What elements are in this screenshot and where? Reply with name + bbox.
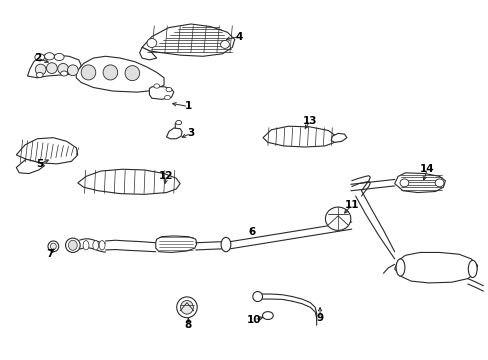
Circle shape (36, 72, 43, 77)
Polygon shape (149, 87, 173, 99)
Ellipse shape (46, 63, 57, 73)
Polygon shape (394, 173, 445, 193)
Ellipse shape (325, 207, 350, 230)
Text: 13: 13 (303, 116, 317, 126)
Ellipse shape (103, 65, 118, 80)
Polygon shape (27, 54, 81, 78)
Text: 2: 2 (34, 53, 41, 63)
Ellipse shape (399, 179, 408, 187)
Polygon shape (330, 134, 346, 142)
Circle shape (154, 84, 159, 88)
Text: 3: 3 (187, 129, 194, 138)
Polygon shape (394, 252, 477, 283)
Text: 11: 11 (344, 200, 358, 210)
Ellipse shape (99, 240, 105, 250)
Circle shape (165, 87, 171, 92)
Ellipse shape (434, 179, 443, 187)
Ellipse shape (221, 237, 230, 252)
Circle shape (54, 53, 64, 60)
Ellipse shape (220, 41, 229, 48)
Ellipse shape (83, 240, 89, 250)
Polygon shape (16, 159, 44, 174)
Ellipse shape (58, 63, 68, 74)
Polygon shape (16, 138, 78, 164)
Polygon shape (263, 126, 335, 147)
Text: 6: 6 (248, 227, 255, 237)
Ellipse shape (395, 259, 404, 276)
Ellipse shape (176, 297, 197, 318)
Ellipse shape (65, 238, 80, 252)
Ellipse shape (81, 65, 96, 80)
Circle shape (44, 53, 54, 60)
Text: 5: 5 (36, 159, 43, 169)
Ellipse shape (67, 65, 78, 76)
Ellipse shape (125, 66, 140, 81)
Text: 4: 4 (235, 32, 243, 41)
Ellipse shape (93, 240, 99, 250)
Polygon shape (156, 236, 196, 252)
Text: 1: 1 (184, 102, 192, 112)
Text: 9: 9 (316, 313, 323, 323)
Ellipse shape (262, 312, 273, 319)
Ellipse shape (180, 301, 193, 314)
Circle shape (175, 121, 181, 125)
Polygon shape (166, 128, 182, 139)
Ellipse shape (252, 292, 262, 302)
Text: 7: 7 (46, 248, 53, 258)
Ellipse shape (147, 39, 157, 48)
Polygon shape (140, 47, 157, 60)
Ellipse shape (468, 260, 476, 278)
Polygon shape (142, 24, 234, 56)
Ellipse shape (68, 240, 77, 250)
Circle shape (35, 54, 44, 61)
Ellipse shape (48, 241, 59, 252)
Ellipse shape (50, 243, 56, 249)
Ellipse shape (35, 64, 46, 75)
Polygon shape (76, 56, 163, 92)
Polygon shape (78, 169, 180, 194)
Text: 12: 12 (159, 171, 173, 181)
Circle shape (61, 71, 67, 76)
Text: 8: 8 (184, 320, 192, 330)
Text: 10: 10 (246, 315, 261, 325)
Circle shape (164, 95, 170, 100)
Text: 14: 14 (419, 164, 434, 174)
